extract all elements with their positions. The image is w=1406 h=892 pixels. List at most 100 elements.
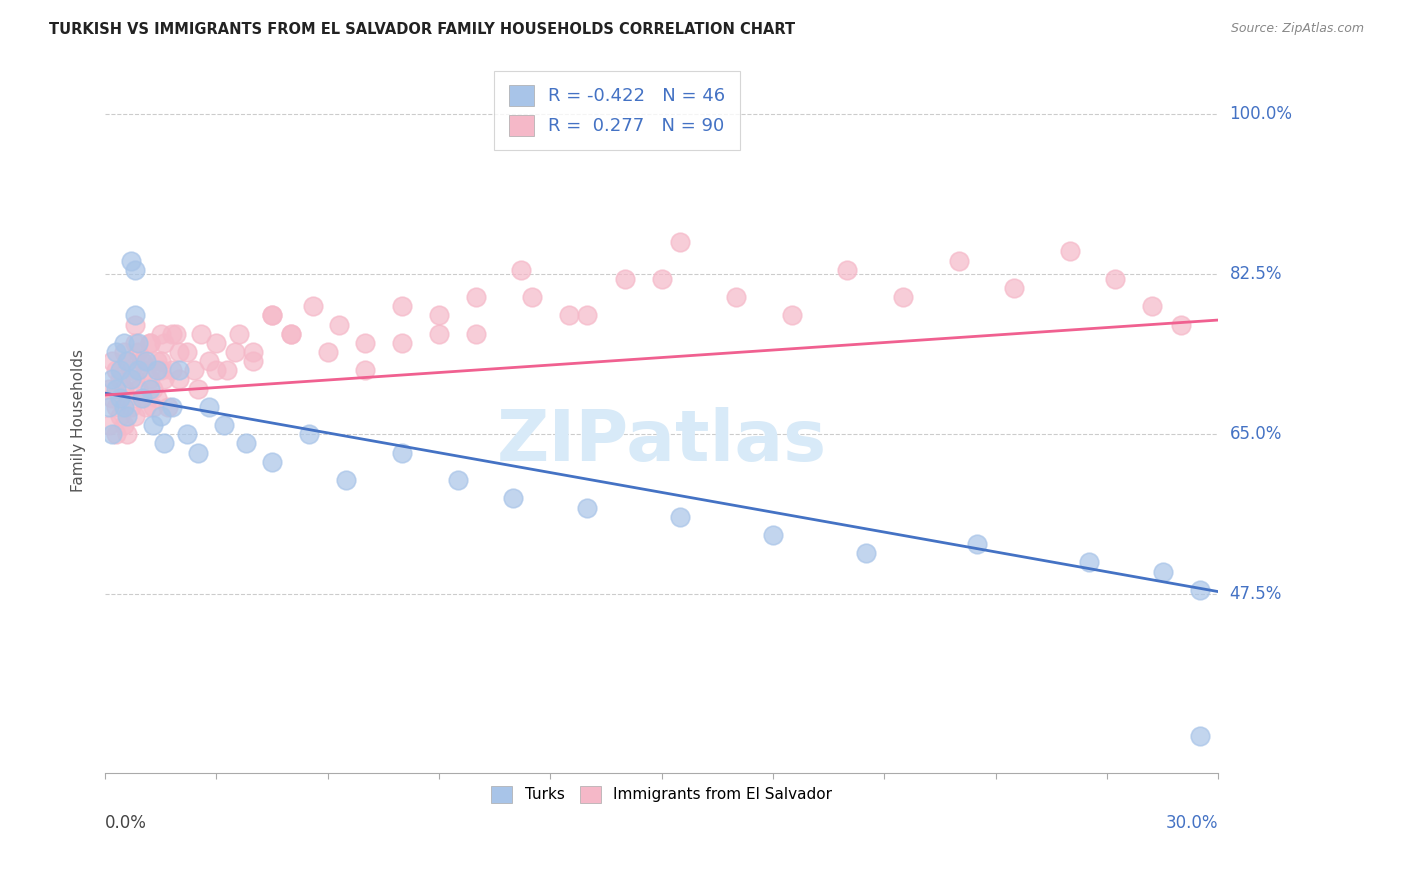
Point [157,400,180,414]
Point [242,345,264,359]
Point [855,546,877,560]
Point [391,445,413,459]
Point [131,354,153,368]
Point [105,382,128,396]
Point [335,473,357,487]
Point [260,309,283,323]
Point [966,537,988,551]
Point [153,372,176,386]
Point [520,290,543,304]
Point [146,391,169,405]
Point [1140,299,1163,313]
Point [117,391,139,405]
Point [205,363,228,377]
Point [138,335,160,350]
Point [142,400,165,414]
Point [176,427,198,442]
Point [762,528,785,542]
Point [187,445,209,459]
Point [112,382,135,396]
Text: 0.0%: 0.0% [105,814,146,832]
Point [117,354,139,368]
Point [149,354,172,368]
Point [205,335,228,350]
Point [190,326,212,341]
Point [138,382,160,396]
Point [427,326,450,341]
Text: 82.5%: 82.5% [1230,265,1282,284]
Text: 47.5%: 47.5% [1230,585,1282,603]
Point [124,409,146,423]
Point [228,326,250,341]
Point [138,335,160,350]
Point [217,363,239,377]
Point [112,418,135,433]
Point [108,372,131,386]
Point [153,335,176,350]
Point [198,400,221,414]
Point [187,382,209,396]
Point [509,262,531,277]
Point [142,382,165,396]
Point [465,326,488,341]
Point [108,391,131,405]
Point [97,382,120,396]
Point [153,436,176,450]
Point [127,363,149,377]
Point [117,354,139,368]
Point [391,335,413,350]
Point [160,363,183,377]
Point [108,409,131,423]
Point [891,290,914,304]
Point [212,418,235,433]
Point [142,418,165,433]
Point [465,290,488,304]
Point [1188,582,1211,597]
Point [112,345,135,359]
Point [127,345,149,359]
Point [135,400,157,414]
Point [127,335,149,350]
Point [149,363,172,377]
Point [101,354,124,368]
Point [135,363,157,377]
Point [97,418,120,433]
Text: TURKISH VS IMMIGRANTS FROM EL SALVADOR FAMILY HOUSEHOLDS CORRELATION CHART: TURKISH VS IMMIGRANTS FROM EL SALVADOR F… [49,22,796,37]
Point [124,309,146,323]
Point [124,262,146,277]
Point [135,354,157,368]
Text: ZIPatlas: ZIPatlas [496,408,827,476]
Point [280,326,302,341]
Point [112,400,135,414]
Point [131,354,153,368]
Point [112,335,135,350]
Point [1077,555,1099,569]
Y-axis label: Family Households: Family Households [72,349,86,492]
Point [1188,729,1211,743]
Point [120,363,142,377]
Text: 30.0%: 30.0% [1166,814,1219,832]
Point [427,309,450,323]
Point [242,354,264,368]
Point [353,335,375,350]
Point [167,372,190,386]
Point [780,309,803,323]
Text: 65.0%: 65.0% [1230,425,1282,443]
Point [1152,565,1174,579]
Point [1059,244,1081,259]
Point [120,372,142,386]
Point [576,309,599,323]
Point [446,473,468,487]
Point [1002,281,1025,295]
Point [280,326,302,341]
Point [124,335,146,350]
Point [948,253,970,268]
Point [837,262,859,277]
Point [105,363,128,377]
Point [124,372,146,386]
Point [105,345,128,359]
Point [131,391,153,405]
Point [224,345,246,359]
Point [127,382,149,396]
Point [149,409,172,423]
